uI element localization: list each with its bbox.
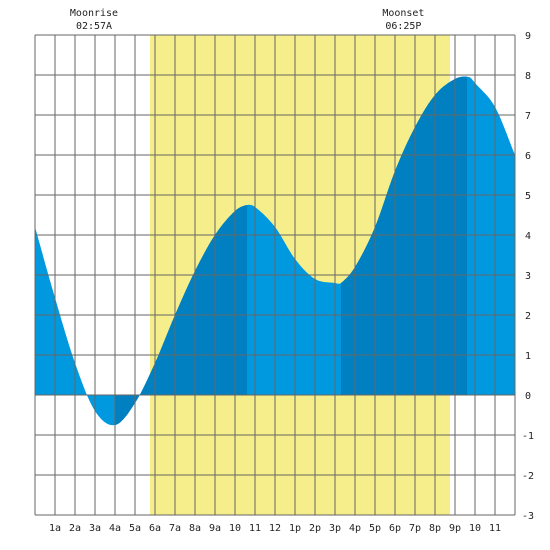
x-tick-label: 5p (369, 523, 381, 534)
y-tick-label: -2 (522, 471, 534, 482)
x-tick-label: 10 (469, 523, 481, 534)
x-tick-labels: 1a 2a 3a 4a 5a 6a 7a 8a 9a 10 11 12 1p 2p 3p 4p 5p 6p 7p 8p… (49, 523, 501, 534)
x-tick-label: 7a (169, 523, 181, 534)
x-tick-label: 11 (249, 523, 261, 534)
y-tick-label: 7 (525, 111, 531, 122)
grid-layer (34, 34, 516, 516)
x-tick-label: 6a (149, 523, 161, 534)
moon-event: Moonset 06:25P (382, 8, 424, 32)
y-tick-label: -1 (522, 431, 534, 442)
moon-event-label: Moonset (382, 8, 424, 19)
tide-area-dark-band-1 (115, 380, 147, 425)
y-tick-label: 3 (525, 271, 531, 282)
x-tick-label: 5a (129, 523, 141, 534)
y-tick-label: 8 (525, 71, 531, 82)
y-tick-label: 9 (525, 31, 531, 42)
x-tick-label: 8p (429, 523, 441, 534)
y-tick-label: 2 (525, 311, 531, 322)
y-tick-label: 5 (525, 191, 531, 202)
y-tick-label: -3 (522, 511, 534, 522)
x-tick-label: 2p (309, 523, 321, 534)
moon-event-labels: Moonrise 02:57A Moonset 06:25P (70, 8, 425, 32)
y-tick-label: 0 (525, 391, 531, 402)
tide-area-dark-band-2 (147, 205, 247, 395)
x-tick-label: 12 (269, 523, 281, 534)
x-tick-label: 10 (229, 523, 241, 534)
moon-event: Moonrise 02:57A (70, 8, 118, 32)
y-tick-labels: 9 8 7 6 5 4 3 2 1 0 -1 -2 -3 (522, 31, 534, 522)
y-tick-label: 4 (525, 231, 531, 242)
x-tick-label: 9p (449, 523, 461, 534)
x-tick-label: 9a (209, 523, 221, 534)
x-tick-label: 7p (409, 523, 421, 534)
x-tick-label: 8a (189, 523, 201, 534)
moon-event-time: 02:57A (76, 21, 112, 32)
y-tick-label: 1 (525, 351, 531, 362)
x-tick-label: 3p (329, 523, 341, 534)
x-tick-label: 11 (489, 523, 501, 534)
x-tick-label: 4a (109, 523, 121, 534)
x-tick-label: 3a (89, 523, 101, 534)
moon-event-time: 06:25P (385, 21, 421, 32)
y-tick-label: 6 (525, 151, 531, 162)
x-tick-label: 6p (389, 523, 401, 534)
x-tick-label: 4p (349, 523, 361, 534)
moon-event-label: Moonrise (70, 8, 118, 19)
x-tick-label: 1a (49, 523, 61, 534)
x-tick-label: 1p (289, 523, 301, 534)
x-tick-label: 2a (69, 523, 81, 534)
